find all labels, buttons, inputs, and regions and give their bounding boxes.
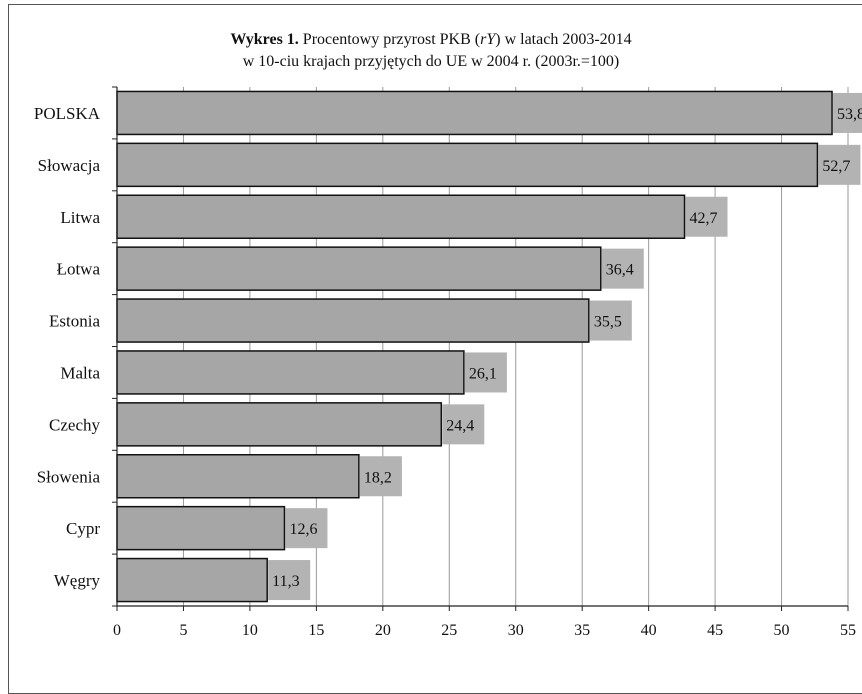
data-label: 11,3 <box>272 573 299 590</box>
data-label: 42,7 <box>690 210 718 227</box>
bar <box>116 557 268 603</box>
x-tick-label: 20 <box>375 622 391 639</box>
chart-title-text-1: Procentowy przyrost PKB ( <box>298 31 481 48</box>
chart-title-block: Wykres 1. Procentowy przyrost PKB (rY) w… <box>0 29 862 73</box>
bar <box>116 298 590 343</box>
data-label: 26,1 <box>469 365 497 382</box>
bar <box>116 142 819 188</box>
bar <box>116 246 602 291</box>
data-label: 52,7 <box>822 158 850 175</box>
data-label: 36,4 <box>606 262 634 279</box>
bar <box>116 350 465 395</box>
data-label: 12,6 <box>289 521 317 538</box>
x-tick-label: 45 <box>707 622 723 639</box>
category-label: Łotwa <box>57 260 101 279</box>
category-label: POLSKA <box>34 104 101 123</box>
category-label: Cypr <box>66 519 100 538</box>
label-layer: POLSKA 53,8 Słowacja 52,7 Litwa 42,7 Łotwa 36,4… <box>34 92 862 601</box>
axis-layer: 0 5 10 15 20 25 30 35 40 45 50 55 <box>112 86 856 639</box>
category-label: Malta <box>60 363 100 382</box>
category-label: Czechy <box>49 415 100 434</box>
bar <box>116 505 286 551</box>
data-label: 35,5 <box>594 314 622 331</box>
x-tick-label: 15 <box>308 622 324 639</box>
data-label-background <box>464 352 507 393</box>
category-label: Litwa <box>60 208 100 227</box>
bar <box>116 454 360 499</box>
x-tick-label: 30 <box>508 622 524 639</box>
data-label-background <box>268 560 311 601</box>
bar <box>116 402 443 447</box>
x-tick-label: 25 <box>441 622 457 639</box>
bar-chart: 0 5 10 15 20 25 30 35 40 45 50 55 POLSKA 53,8 Słowacj… <box>34 86 862 639</box>
x-tick-label: 40 <box>641 622 657 639</box>
data-label-background <box>285 508 328 549</box>
category-label: Węgry <box>54 571 101 590</box>
data-label-background <box>359 456 402 497</box>
data-label-background <box>685 196 728 237</box>
data-label: 53,8 <box>837 106 862 123</box>
category-label: Estonia <box>49 312 100 331</box>
chart-title-number: Wykres 1. <box>230 31 299 48</box>
data-label-background <box>589 300 632 341</box>
chart-subtitle: w 10-ciu krajach przyjętych do UE w 2004… <box>242 53 620 70</box>
bar-layer <box>116 90 833 603</box>
x-tick-label: 0 <box>113 622 121 639</box>
chart-title-text-2: ) w latach 2003-2014 <box>495 31 632 48</box>
chart-title-variable: rY <box>480 31 496 48</box>
data-label-background <box>442 404 485 445</box>
x-tick-label: 5 <box>179 622 187 639</box>
x-tick-label: 50 <box>774 622 790 639</box>
data-label-background <box>818 144 861 185</box>
data-label: 18,2 <box>364 469 392 486</box>
x-tick-label: 55 <box>840 622 856 639</box>
category-label: Słowacja <box>38 156 101 175</box>
bar <box>116 194 686 239</box>
chart-title: Wykres 1. Procentowy przyrost PKB (rY) w… <box>0 29 862 51</box>
data-label: 24,4 <box>446 417 474 434</box>
data-label-background <box>833 92 862 133</box>
bar <box>116 90 833 136</box>
data-label-background <box>601 248 644 289</box>
x-tick-label: 10 <box>242 622 258 639</box>
x-tick-label: 35 <box>574 622 590 639</box>
category-label: Słowenia <box>37 467 101 486</box>
